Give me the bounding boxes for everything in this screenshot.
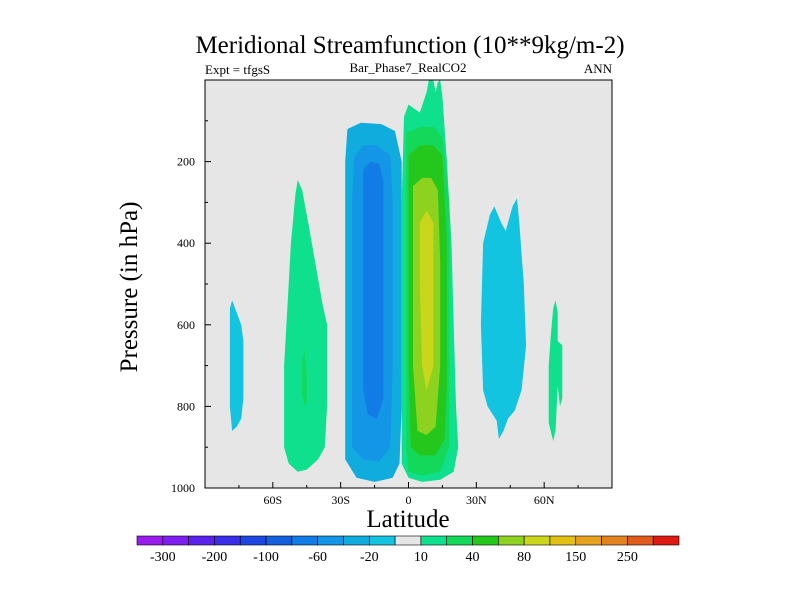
x-tick-label: 30N [466,493,487,507]
colorbar-label: -100 [253,550,279,565]
colorbar-box [162,535,189,546]
colorbar-box [446,535,473,546]
colorbar-label: -60 [308,550,327,565]
y-axis-label: Pressure (in hPa) [116,202,143,373]
contour-northern-cell-level [419,210,434,391]
colorbar-box [368,535,396,546]
contour-polar-north-level [548,300,563,442]
x-tick-label: 30S [331,493,350,507]
contour-fills [229,80,563,482]
colorbar-label: 40 [466,550,480,565]
x-tick-label: 0 [406,493,412,507]
contour-region-southern-cell [345,122,402,482]
contour-region-polar-north [548,300,563,442]
colorbar-label: 10 [414,550,428,565]
colorbar-label: 250 [617,550,638,565]
plot-area: 60S 30S 0 30N 60N 200 400 600 800 1000 [171,79,613,507]
contour-southern-cell-level [363,161,384,419]
contour-polar-south-level [229,300,244,431]
contour-ferrel-north-level [480,198,527,439]
colorbar-box [420,535,448,546]
contour-region-ferrel-south [284,180,328,472]
y-tick-label: 1000 [171,481,195,495]
colorbar-box [343,535,370,546]
colorbar-box [188,535,215,546]
colorbar-box [549,535,577,546]
colorbar-box [523,535,551,546]
colorbar-box [239,535,267,546]
colorbar-box [265,535,293,546]
colorbar-box [136,535,164,546]
colorbar-box [498,535,525,546]
contour-region-polar-south [229,300,244,431]
y-tick-label: 600 [177,318,195,332]
colorbar-label: 80 [517,550,531,565]
contour-ferrel-south-level [284,180,328,472]
x-axis-label: Latitude [366,506,449,533]
colorbar-box [472,535,499,546]
contour-ferrel-south-level [302,349,307,407]
y-tick-label: 800 [177,399,195,413]
colorbar-box [627,535,654,546]
colorbar-label: -200 [202,550,228,565]
colorbar-label: 150 [565,550,586,565]
colorbar-box [214,535,241,546]
x-ticks: 60S 30S 0 30N 60N [238,482,579,507]
contour-region-ferrel-north [480,198,527,439]
chart-title: Meridional Streamfunction (10**9kg/m-2) [195,32,624,59]
colorbar-box [601,535,628,546]
y-ticks: 200 400 600 800 1000 [171,120,211,495]
x-tick-label: 60S [263,493,282,507]
colorbar-box [652,535,680,546]
colorbar-label: -20 [360,550,379,565]
x-tick-label: 60N [534,493,555,507]
colorbar: -300 -200 -100 -60 -20 10 40 80 150 250 [136,535,680,565]
colorbar-box [394,535,422,546]
colorbar-box [317,535,344,546]
colorbar-label: -300 [150,550,176,565]
right-label: ANN [584,61,613,76]
left-label: Expt = tfgsS [205,62,270,77]
colorbar-box [575,535,602,546]
y-tick-label: 400 [177,236,195,250]
y-tick-label: 200 [177,155,195,169]
colorbar-box [291,535,318,546]
center-label: Bar_Phase7_RealCO2 [350,60,467,75]
contour-region-northern-cell [401,80,459,482]
